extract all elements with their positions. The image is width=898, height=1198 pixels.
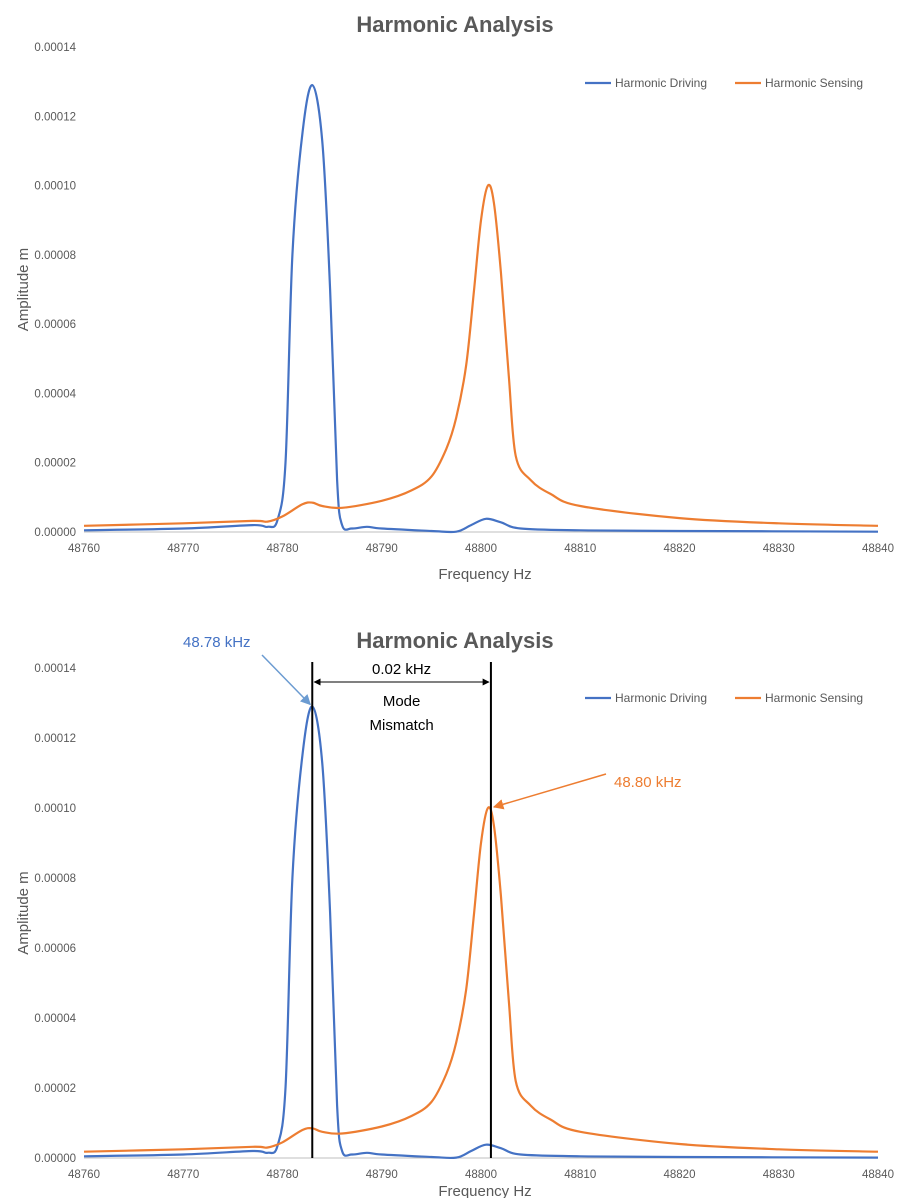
x-tick-label: 48810 [564,543,596,555]
y-tick-label: 0.00006 [34,943,76,955]
legend-label: Harmonic Driving [615,76,707,90]
series-line-harmonic-sensing [83,806,879,1153]
x-tick-label: 48820 [664,1169,696,1181]
y-tick-label: 0.00006 [34,319,76,331]
y-tick-label: 0.00010 [34,181,76,193]
chart-panel-bottom: Harmonic Analysis 0.00000 0.00002 0.00004 0.… [0,620,898,1198]
harmonic-chart-bottom: Harmonic Analysis 0.00000 0.00002 0.00004 0.… [15,628,894,1198]
harmonic-chart-top: Harmonic Analysis 0.00000 0.00002 0.00004 0.… [15,12,894,583]
x-tick-label: 48800 [465,1169,497,1181]
x-tick-label: 48840 [862,543,894,555]
x-tick-label: 48800 [465,543,497,555]
x-tick-label: 48810 [564,1169,596,1181]
y-tick-label: 0.00008 [34,873,76,885]
y-tick-label: 0.00008 [34,250,76,262]
x-tick-label: 48830 [763,1169,795,1181]
x-tick-label: 48830 [763,543,795,555]
y-tick-label: 0.00002 [34,458,76,470]
y-tick-label: 0.00012 [34,111,76,123]
x-tick-label: 48790 [366,543,398,555]
series-line-harmonic-driving [83,705,879,1160]
series-line-harmonic-sensing [83,183,879,527]
chart-panel-top: Harmonic Analysis 0.00000 0.00002 0.00004 0.… [0,0,898,598]
mode-mismatch-label-line1: Mode [383,693,421,710]
y-tick-label: 0.00000 [34,527,76,539]
x-axis-label: Frequency Hz [438,566,531,583]
y-tick-label: 0.00010 [34,803,76,815]
x-tick-label: 48780 [267,1169,299,1181]
x-tick-label: 48770 [167,543,199,555]
chart-title: Harmonic Analysis [356,12,553,37]
y-tick-label: 0.00004 [34,1013,76,1025]
peak-label-driving: 48.78 kHz [183,634,251,651]
series-line-harmonic-driving [83,83,879,534]
x-tick-label: 48820 [664,543,696,555]
peak-label-sensing: 48.80 kHz [614,774,682,791]
x-axis-label: Frequency Hz [438,1183,531,1198]
gap-label: 0.02 kHz [372,661,431,678]
peak-arrow-sensing [492,773,607,810]
y-tick-label: 0.00004 [34,388,76,400]
y-axis-label: Amplitude m [15,871,32,954]
x-tick-label: 48760 [68,543,100,555]
mode-mismatch-label-line2: Mismatch [370,717,434,734]
x-tick-label: 48790 [366,1169,398,1181]
y-axis-label: Amplitude m [15,248,32,331]
y-tick-label: 0.00012 [34,733,76,745]
chart-title: Harmonic Analysis [356,628,553,653]
legend-label: Harmonic Sensing [765,691,863,705]
x-tick-label: 48780 [267,543,299,555]
y-tick-label: 0.00002 [34,1083,76,1095]
x-tick-label: 48840 [862,1169,894,1181]
x-tick-label: 48770 [167,1169,199,1181]
y-tick-label: 0.00014 [34,663,76,675]
peak-arrow-driving [261,654,312,706]
legend-label: Harmonic Driving [615,691,707,705]
y-tick-label: 0.00000 [34,1153,76,1165]
y-tick-label: 0.00014 [34,42,76,54]
legend-label: Harmonic Sensing [765,76,863,90]
x-tick-label: 48760 [68,1169,100,1181]
